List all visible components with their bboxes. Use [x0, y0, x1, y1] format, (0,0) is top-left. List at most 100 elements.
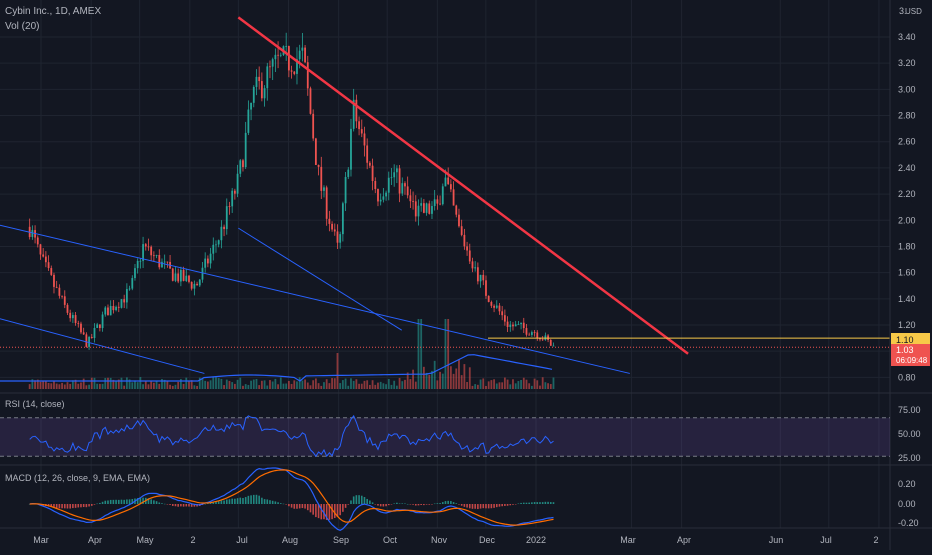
- candle-body: [220, 226, 223, 241]
- volume-bar: [101, 383, 104, 389]
- candle-body: [242, 160, 244, 168]
- volume-bar: [44, 380, 47, 389]
- volume-bar: [525, 379, 528, 389]
- resistance-trendline[interactable]: [237, 16, 689, 355]
- volume-bar: [444, 319, 447, 389]
- macd-hist-bar: [393, 503, 395, 504]
- macd-hist-bar: [142, 497, 144, 504]
- trendlines[interactable]: [0, 16, 689, 374]
- candle-body: [61, 295, 63, 297]
- macd-hist-bar: [533, 502, 536, 504]
- candle-body: [193, 283, 196, 289]
- volume-bar: [347, 385, 350, 389]
- volume-bar: [517, 381, 520, 389]
- volume-bar: [395, 385, 398, 389]
- channel-trendline[interactable]: [0, 222, 630, 374]
- volume-bar: [468, 367, 471, 389]
- macd-hist-bar: [458, 504, 460, 505]
- candle-body: [39, 244, 42, 255]
- macd-hist-bar: [506, 504, 509, 506]
- channel-trendline[interactable]: [238, 227, 403, 331]
- candle-body: [158, 254, 161, 268]
- volume-bar: [379, 381, 382, 389]
- macd-hist-bar: [166, 504, 169, 505]
- volume-bar: [309, 385, 312, 389]
- volume-bar: [96, 383, 99, 389]
- candle-body: [50, 268, 53, 275]
- candle-body: [512, 324, 514, 327]
- candle-body: [495, 305, 498, 308]
- candle-body: [47, 262, 50, 269]
- time-axis[interactable]: Mar Apr May 2 Jul Aug Sep Oct Nov Dec 2022 Mar Apr Ju…: [33, 535, 878, 545]
- candle-body: [487, 295, 490, 302]
- candle-body: [274, 54, 277, 60]
- volume-bar: [368, 384, 371, 389]
- channel-trendline[interactable]: [0, 315, 205, 374]
- volume-legend[interactable]: Vol (20): [5, 21, 39, 32]
- rsi-legend[interactable]: RSI (14, close): [5, 399, 65, 409]
- candle-body: [239, 160, 242, 174]
- candle-body: [312, 113, 315, 139]
- candle-body: [104, 307, 107, 315]
- macd-hist-bar: [536, 502, 539, 504]
- time-tick: 2: [190, 535, 195, 545]
- symbol-legend[interactable]: Cybin Inc., 1D, AMEX: [5, 6, 101, 17]
- volume-bar: [74, 379, 77, 389]
- macd-hist-bar: [290, 504, 293, 508]
- candle-body: [306, 62, 309, 89]
- price-axis[interactable]: 3. USD 3.40 3.20 3.00 2.80 2.60 2.40 2.20 2.00 1…: [898, 6, 922, 382]
- macd-hist-bar: [317, 504, 320, 519]
- volume-bar: [414, 381, 417, 389]
- macd-hist-bar: [107, 500, 109, 504]
- volume-bar: [382, 383, 385, 389]
- candle-body: [166, 261, 169, 263]
- macd-hist-bar: [220, 500, 223, 504]
- rsi-axis[interactable]: 75.00 50.00 25.00: [898, 405, 921, 463]
- candle-body: [42, 254, 45, 257]
- macd-hist-bar: [417, 504, 420, 506]
- volume-bar: [422, 366, 425, 389]
- macd-hist-bar: [522, 502, 525, 504]
- macd-hist-bar: [239, 497, 242, 504]
- candle-body: [233, 190, 236, 194]
- price-candles[interactable]: [28, 32, 555, 350]
- volume-bar: [482, 378, 485, 389]
- candle-body: [471, 261, 474, 269]
- macd-hist-bar: [131, 498, 134, 504]
- candle-body: [350, 128, 352, 170]
- candle-body: [401, 183, 404, 194]
- volume-bar: [239, 377, 242, 389]
- candle-body: [152, 255, 155, 257]
- rsi-line: [29, 414, 554, 458]
- candle-body: [501, 311, 504, 316]
- candle-body: [379, 199, 382, 202]
- macd-hist-bar: [204, 503, 206, 505]
- macd-hist-bar: [177, 504, 179, 507]
- candle-body: [179, 269, 182, 282]
- candle-body: [387, 177, 390, 193]
- candle-body: [77, 322, 80, 324]
- macd-hist-bar: [61, 504, 63, 509]
- macd-hist-bar: [487, 504, 490, 509]
- candle-body: [404, 183, 406, 187]
- macd-legend[interactable]: MACD (12, 26, close, 9, EMA, EMA): [5, 473, 150, 483]
- candle-body: [185, 275, 188, 281]
- candle-body: [279, 54, 282, 56]
- candle-body: [314, 138, 317, 165]
- candle-body: [525, 328, 528, 335]
- candle-body: [66, 304, 69, 313]
- volume-bar: [217, 378, 220, 389]
- candle-body: [82, 332, 85, 335]
- macd-hist-bar: [236, 498, 239, 504]
- volume-bar: [269, 380, 271, 389]
- time-tick: Jul: [236, 535, 248, 545]
- macd-hist-bar: [358, 495, 360, 504]
- macd-axis[interactable]: 0.20 0.00 -0.20: [898, 479, 919, 528]
- candle-body: [444, 177, 447, 187]
- volume-bar: [271, 381, 274, 389]
- volume-bar: [134, 380, 136, 389]
- volume-bar: [260, 380, 263, 389]
- candle-body: [101, 314, 104, 329]
- macd-hist-bar: [444, 501, 447, 504]
